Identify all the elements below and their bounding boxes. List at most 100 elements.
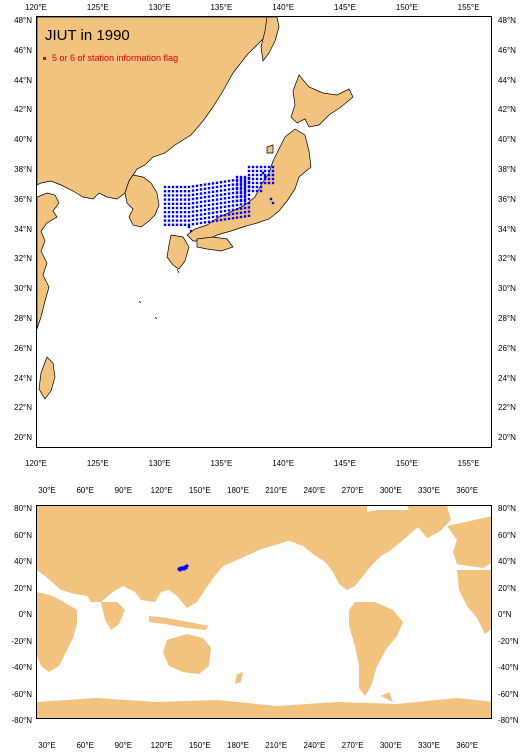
lon-tick-label: 120°E [25, 3, 47, 12]
africa-east [457, 570, 491, 634]
station-dot [195, 209, 199, 213]
station-dot [199, 217, 203, 220]
station-dot [231, 204, 235, 207]
lat-tick-label: 22°N [14, 403, 32, 413]
station-dot [167, 194, 171, 197]
station-dot [251, 169, 255, 173]
station-dot [203, 212, 207, 216]
station-dot [199, 209, 203, 212]
lat-tick-label: -80°N [498, 716, 519, 725]
station-dot [247, 202, 251, 205]
station-dot [195, 222, 199, 225]
lat-tick-label: -20°N [11, 636, 32, 646]
station-dot [215, 181, 219, 184]
map-legend: 5 or 6 of station information flag [43, 53, 178, 63]
lon-tick-label: 180°E [227, 486, 249, 495]
station-dot [179, 190, 183, 193]
station-dot [171, 198, 175, 201]
station-dot [255, 169, 259, 173]
station-dot [191, 193, 195, 196]
lat-tick-label: -60°N [11, 689, 32, 699]
station-dot [207, 191, 211, 194]
station-dot [179, 194, 183, 197]
station-dot [271, 173, 275, 177]
station-dot [211, 199, 215, 202]
station-dot [243, 211, 247, 214]
station-dot [175, 190, 179, 193]
lon-tick-label: 130°E [148, 3, 171, 12]
lat-tick-label: 40°N [14, 557, 32, 566]
station-dot [251, 185, 255, 189]
station-dot [207, 195, 211, 198]
station-dot [231, 183, 235, 186]
station-dot [183, 211, 187, 214]
station-dot [255, 189, 259, 193]
station-dot [187, 190, 191, 193]
station-dot [211, 207, 215, 210]
station-dot [175, 185, 179, 189]
station-dot [267, 177, 271, 181]
station-dot [243, 177, 247, 180]
station-dot [187, 225, 191, 229]
europe-africa-east [447, 516, 491, 568]
station-dot [251, 189, 255, 193]
station-dot [203, 191, 207, 195]
greenland [407, 506, 451, 538]
lat-tick-label: 32°N [498, 254, 516, 264]
lat-tick-label: 20°N [14, 583, 32, 593]
north-america [263, 510, 433, 590]
legend-marker [43, 57, 46, 61]
lon-tick-label: 145°E [334, 3, 356, 12]
lat-tick-label: 26°N [14, 343, 32, 353]
station-dot [167, 223, 171, 226]
station-dot [195, 201, 199, 204]
station-dot [187, 206, 191, 210]
station-dot [247, 206, 251, 209]
station-dot [167, 198, 171, 201]
station-dot [187, 215, 191, 218]
station-dot [223, 180, 227, 183]
lon-tick-label: 270°E [341, 486, 364, 495]
station-dot [207, 212, 211, 215]
station-dot [211, 211, 215, 214]
lat-tick-label: 48°N [498, 16, 516, 25]
station-dot [163, 206, 167, 210]
station-dot [223, 197, 227, 200]
lat-tick-label: 42°N [14, 105, 32, 115]
station-dot [255, 173, 259, 177]
station-dot [255, 177, 259, 181]
station-dot [267, 173, 271, 177]
lat-tick-label: 20°N [14, 433, 32, 443]
lat-tick-label: 40°N [14, 135, 32, 145]
station-dot [175, 206, 179, 210]
station-dot [223, 193, 227, 196]
station-dot [239, 183, 243, 187]
station-dot [243, 179, 247, 183]
station-dot [171, 202, 175, 205]
station-dot [167, 202, 171, 205]
lat-tick-label: -20°N [498, 636, 519, 646]
station-dot [239, 187, 243, 191]
map-title: JIUT in 1990 [45, 27, 130, 44]
station-dot [215, 198, 219, 201]
station-dot [247, 193, 251, 196]
station-dot [171, 219, 175, 222]
lon-tick-label: 155°E [457, 3, 480, 12]
lat-tick-label: 30°N [14, 284, 32, 294]
lat-tick-label: -40°N [498, 663, 519, 672]
lat-tick-label: 28°N [498, 314, 516, 323]
station-dot [247, 169, 251, 173]
station-dot [171, 206, 175, 210]
station-dot [191, 206, 195, 209]
indonesia [149, 616, 209, 630]
lon-tick-label: 270°E [341, 741, 364, 750]
station-dot [175, 202, 179, 205]
station-dot [223, 214, 227, 217]
station-dot [235, 187, 239, 191]
station-dot [191, 189, 195, 192]
lon-tick-label: 135°E [210, 3, 233, 12]
station-dot [235, 183, 239, 187]
station-dot [243, 187, 247, 191]
ryukyu-islands [138, 268, 180, 320]
station-dot [207, 216, 211, 219]
